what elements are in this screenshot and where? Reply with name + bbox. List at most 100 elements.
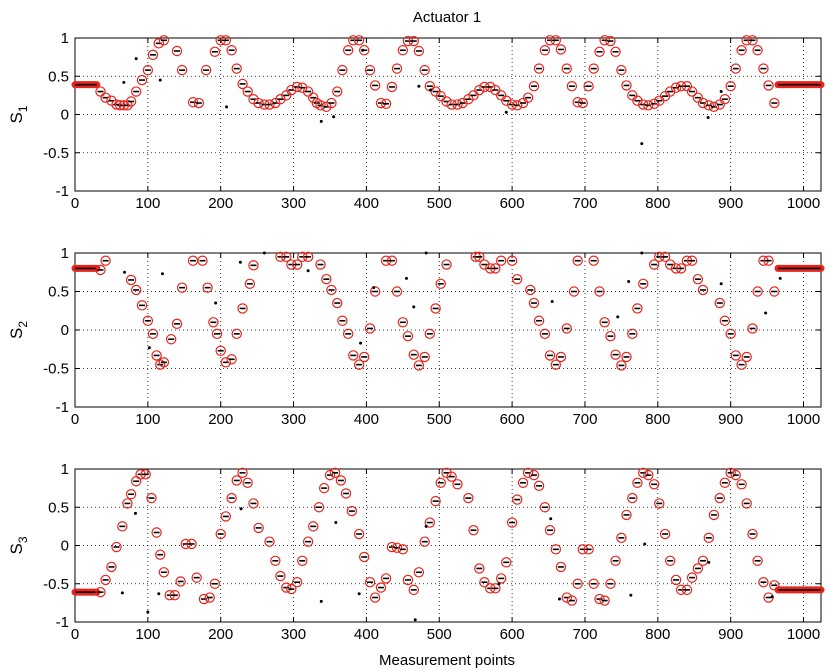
data-point-ring (329, 467, 341, 479)
data-point-outlier (306, 269, 310, 273)
data-point-ring (419, 64, 430, 76)
data-point-ring (528, 469, 540, 481)
data-point-ring (719, 315, 731, 326)
data-point-ring (522, 467, 534, 479)
x-tick-label: 800 (645, 626, 670, 643)
data-point-ring (621, 351, 632, 363)
data-point-outlier (334, 521, 338, 525)
data-point-ring (176, 282, 188, 293)
data-point-ring (441, 96, 452, 107)
data-point-outlier (319, 599, 323, 603)
data-point-ring (386, 255, 398, 266)
data-point-ring (561, 323, 572, 334)
x-tick-label: 300 (281, 626, 306, 643)
data-point-ring (752, 286, 763, 297)
y-tick-label: -1 (56, 183, 69, 200)
data-point-ring (402, 330, 414, 342)
data-point-ring (117, 521, 128, 532)
data-point-ring (555, 44, 567, 55)
data-point-ring (332, 86, 343, 97)
data-point-ring (594, 286, 605, 297)
data-point-ring (364, 323, 376, 334)
data-point-outlier (404, 276, 408, 280)
x-tick-label: 600 (500, 195, 525, 212)
y-tick-label: 1 (61, 30, 69, 47)
x-tick-label: 700 (572, 626, 597, 643)
data-point-ring (692, 273, 704, 285)
data-point-ring (714, 297, 725, 309)
data-point-outlier (778, 276, 782, 280)
data-point-ring (616, 64, 627, 76)
data-point-ring (122, 100, 133, 111)
data-point-outlier (359, 341, 363, 345)
data-point-ring (348, 350, 359, 361)
data-point-ring (763, 255, 774, 266)
data-point-ring (544, 350, 556, 361)
y-axis-title: S1 (7, 105, 30, 123)
x-tick-label: 700 (572, 195, 597, 212)
data-point-ring (169, 590, 181, 601)
data-point-ring (308, 521, 319, 532)
data-point-outlier (706, 116, 710, 120)
data-point-ring (340, 488, 352, 499)
data-point-ring (763, 80, 774, 91)
data-point-ring (353, 35, 365, 46)
data-point-outlier (549, 517, 553, 521)
data-point-outlier (319, 119, 323, 123)
data-point-outlier (719, 282, 723, 286)
data-point-ring (220, 35, 232, 46)
data-point-ring (616, 360, 627, 371)
data-point-ring (769, 97, 780, 109)
data-point-ring (413, 567, 425, 578)
data-point-ring (175, 576, 186, 587)
data-point-ring (566, 595, 578, 606)
data-point-ring (664, 86, 676, 97)
data-point-ring (708, 101, 720, 113)
data-point-ring (741, 351, 752, 363)
data-point-ring (153, 38, 164, 49)
data-point-ring (95, 264, 106, 276)
data-point-ring (474, 84, 485, 96)
data-point-ring (302, 536, 314, 547)
data-point-outlier (225, 105, 229, 109)
y-tick-label: -0.5 (43, 576, 69, 593)
data-point-ring (550, 544, 562, 555)
data-point-ring (659, 528, 671, 540)
y-axis-title-main: S (7, 328, 26, 339)
data-point-ring (209, 46, 221, 57)
data-point-ring (308, 92, 319, 103)
data-point-ring (686, 86, 698, 97)
data-point-outlier (504, 110, 508, 114)
data-point-ring (741, 498, 752, 509)
data-point-ring (758, 63, 769, 74)
data-point-ring (191, 572, 202, 583)
data-point-outlier (640, 251, 644, 255)
data-point-ring (769, 580, 780, 591)
data-point-ring (528, 297, 540, 309)
data-point-ring (111, 541, 122, 553)
data-point-ring (408, 349, 419, 360)
data-point-ring (566, 80, 578, 92)
data-point-ring (528, 80, 540, 92)
data-point-ring (335, 475, 347, 486)
data-point-ring (747, 323, 758, 334)
data-point-ring (692, 563, 704, 574)
x-tick-label: 0 (71, 626, 79, 643)
data-point-ring (408, 584, 419, 596)
data-point-ring (525, 284, 536, 296)
data-point-ring (337, 315, 348, 326)
data-point-ring (208, 317, 219, 328)
data-point-outlier (146, 610, 150, 614)
y-axis-title-main: S (7, 543, 26, 554)
data-point-ring (627, 492, 638, 504)
data-point-ring (479, 577, 490, 588)
y-tick-label: -0.5 (43, 145, 69, 162)
data-point-ring (599, 317, 610, 328)
data-point-ring (380, 573, 392, 584)
x-tick-label: 200 (208, 626, 233, 643)
data-point-ring (463, 492, 474, 504)
data-point-ring (697, 97, 709, 109)
data-point-ring (342, 328, 354, 340)
x-tick-label: 300 (281, 195, 306, 212)
data-point-ring (670, 574, 682, 586)
